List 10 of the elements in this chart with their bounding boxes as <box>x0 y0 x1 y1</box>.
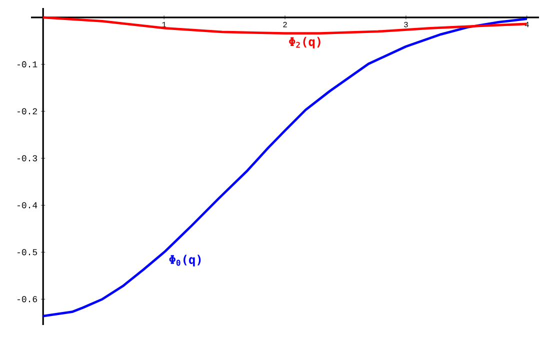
y-tick-label: -0.6 <box>18 296 37 302</box>
y-tick-label: -0.5 <box>18 249 38 256</box>
y-tick-label: -0.2 <box>18 108 37 114</box>
y-tick-label: -0.4 <box>18 202 38 208</box>
line-series <box>42 16 528 35</box>
line-series <box>42 18 528 318</box>
y-tick-label: -0.3 <box>18 155 38 162</box>
series-label: Φ$_{2}$(q) <box>289 36 320 48</box>
y-tick-label: -0.1 <box>18 61 38 68</box>
series-label: Φ$_{0}$(q) <box>169 254 201 266</box>
